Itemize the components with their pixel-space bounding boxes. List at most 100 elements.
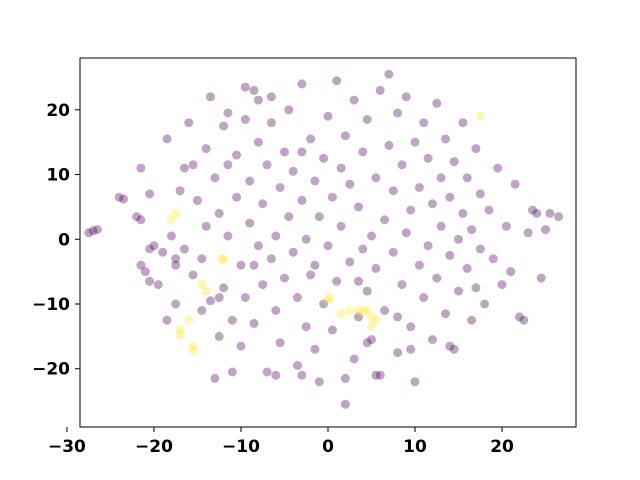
data-point-class0-106 bbox=[367, 231, 376, 241]
data-point-class0-145 bbox=[449, 157, 459, 167]
data-point-class1-4 bbox=[184, 315, 194, 325]
data-point-class0-29 bbox=[201, 144, 211, 154]
data-point-class1-9 bbox=[219, 254, 229, 264]
data-point-class0-51 bbox=[245, 176, 255, 186]
data-point-class0-187 bbox=[445, 341, 455, 351]
data-point-class0-45 bbox=[236, 260, 246, 270]
data-point-class0-42 bbox=[227, 367, 237, 377]
data-point-class0-41 bbox=[227, 315, 237, 325]
data-point-class0-153 bbox=[467, 225, 477, 235]
data-point-class1-14 bbox=[345, 306, 355, 315]
data-point-class0-118 bbox=[393, 348, 403, 358]
data-point-class1-1 bbox=[166, 215, 176, 225]
data-point-class0-55 bbox=[253, 137, 263, 147]
data-point-class0-123 bbox=[401, 92, 411, 102]
data-point-class0-22 bbox=[179, 244, 189, 254]
data-point-class0-147 bbox=[454, 286, 463, 296]
data-point-class0-111 bbox=[375, 370, 385, 380]
x-tick-label: −30 bbox=[48, 437, 86, 457]
data-point-class0-138 bbox=[436, 221, 446, 231]
data-point-class0-137 bbox=[432, 98, 442, 108]
data-point-class0-105 bbox=[362, 115, 372, 124]
data-point-class0-163 bbox=[501, 221, 511, 231]
data-point-class0-121 bbox=[397, 160, 407, 170]
data-point-class0-0 bbox=[84, 228, 94, 238]
data-point-class0-128 bbox=[414, 260, 424, 270]
data-point-class0-72 bbox=[293, 361, 302, 370]
data-point-class0-65 bbox=[275, 338, 285, 348]
data-point-class0-59 bbox=[262, 367, 272, 377]
data-point-class1-8 bbox=[201, 286, 211, 296]
data-point-class0-114 bbox=[384, 140, 394, 150]
data-point-class0-73 bbox=[293, 293, 302, 302]
data-point-class0-47 bbox=[240, 82, 250, 92]
data-point-class0-188 bbox=[158, 247, 168, 257]
data-point-class0-19 bbox=[171, 260, 181, 270]
data-point-class0-80 bbox=[310, 176, 320, 186]
data-point-class0-88 bbox=[327, 192, 337, 202]
data-point-class1-11 bbox=[323, 296, 333, 306]
data-point-class0-14 bbox=[153, 280, 163, 290]
data-point-class1-7 bbox=[197, 280, 207, 290]
data-point-class1-15 bbox=[354, 306, 363, 315]
data-point-class0-152 bbox=[467, 315, 477, 325]
data-point-class0-32 bbox=[206, 296, 215, 306]
data-point-class0-178 bbox=[297, 370, 307, 380]
x-tick-label: −20 bbox=[135, 437, 173, 457]
y-tick-label: 10 bbox=[46, 166, 70, 186]
data-point-class0-89 bbox=[327, 325, 337, 335]
data-point-class0-1 bbox=[88, 226, 98, 236]
data-point-class0-36 bbox=[214, 208, 224, 218]
points-layer bbox=[84, 69, 564, 409]
data-point-class0-136 bbox=[432, 273, 442, 283]
data-point-class0-16 bbox=[162, 134, 172, 144]
data-point-class0-35 bbox=[214, 331, 224, 341]
data-point-class0-102 bbox=[358, 244, 368, 254]
data-point-class0-8 bbox=[145, 189, 155, 199]
data-point-class1-17 bbox=[362, 306, 372, 315]
data-point-class0-60 bbox=[266, 254, 276, 264]
data-point-class0-133 bbox=[423, 153, 433, 163]
data-point-class0-10 bbox=[140, 267, 150, 277]
data-point-class0-44 bbox=[232, 192, 242, 202]
data-point-class0-48 bbox=[240, 115, 250, 124]
data-point-class0-61 bbox=[266, 118, 276, 128]
data-point-class0-84 bbox=[319, 153, 329, 163]
data-point-class0-120 bbox=[397, 280, 407, 290]
data-point-class0-91 bbox=[332, 276, 342, 286]
data-point-class0-15 bbox=[162, 315, 172, 325]
data-point-class0-179 bbox=[340, 373, 350, 383]
data-point-class0-11 bbox=[145, 276, 155, 286]
data-point-class1-2 bbox=[175, 325, 185, 335]
y-tick-label: −20 bbox=[32, 360, 70, 380]
data-point-class0-27 bbox=[197, 306, 207, 315]
data-point-class0-143 bbox=[445, 192, 455, 202]
y-tick-label: 20 bbox=[46, 101, 70, 121]
data-point-class0-90 bbox=[332, 76, 342, 86]
data-point-class0-192 bbox=[406, 344, 416, 354]
data-point-class0-49 bbox=[240, 293, 250, 302]
data-point-class0-117 bbox=[388, 186, 398, 196]
data-point-class0-119 bbox=[393, 108, 403, 118]
data-point-class0-132 bbox=[423, 241, 433, 251]
data-point-class0-166 bbox=[514, 312, 524, 322]
data-point-class0-155 bbox=[471, 283, 481, 293]
data-point-class0-2 bbox=[92, 225, 102, 235]
data-point-class1-3 bbox=[175, 330, 185, 340]
data-point-class0-130 bbox=[419, 293, 429, 302]
data-point-class0-9 bbox=[136, 260, 146, 270]
data-point-class0-3 bbox=[114, 192, 124, 202]
data-point-class0-76 bbox=[301, 322, 311, 332]
data-point-class1-16 bbox=[358, 307, 368, 317]
data-point-class0-142 bbox=[445, 250, 455, 260]
data-point-class0-164 bbox=[506, 267, 516, 277]
data-point-class0-176 bbox=[214, 293, 224, 302]
data-point-class0-52 bbox=[249, 85, 259, 95]
data-point-class0-107 bbox=[367, 335, 376, 345]
data-point-class0-116 bbox=[388, 247, 398, 257]
x-tick-label: 20 bbox=[490, 437, 514, 457]
data-point-class0-39 bbox=[223, 160, 233, 170]
data-point-class0-24 bbox=[188, 160, 198, 170]
data-point-class0-7 bbox=[136, 163, 146, 173]
